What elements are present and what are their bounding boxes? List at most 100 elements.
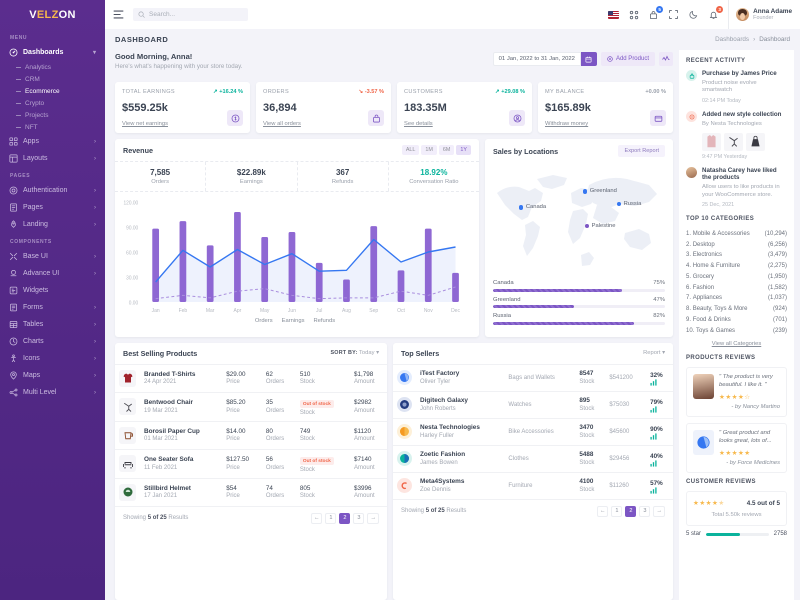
range-all[interactable]: ALL — [401, 145, 420, 155]
stat-link[interactable]: Withdraw money — [545, 121, 589, 127]
page-2[interactable]: 2 — [625, 505, 637, 517]
revenue-chart: 0.00 30.00 60.00 90.00 120.00 Jan Feb Mar Apr May… — [115, 192, 479, 333]
analytics-wave-button[interactable] — [659, 52, 673, 66]
sidebar-item-forms[interactable]: Forms › — [0, 299, 105, 316]
dark-mode-moon-icon[interactable] — [688, 9, 699, 20]
list-item[interactable]: 2. Desktop (6,256) — [686, 241, 787, 248]
report-dropdown[interactable]: Report ▾ — [643, 350, 665, 356]
seller-amount: $541200 — [609, 375, 633, 382]
activity-title: Added new style collection — [702, 111, 782, 119]
map-marker-russia[interactable]: Russia — [616, 201, 641, 207]
table-row[interactable]: Zoetic Fashion James Bowen Clothes 5488 St… — [393, 444, 673, 472]
notifications-bell-icon[interactable]: 3 — [708, 6, 724, 20]
sales-bar-canada: Canada 75% — [493, 280, 665, 292]
sidebar-item-maps[interactable]: Maps › — [0, 367, 105, 384]
chair-thumb-icon[interactable] — [724, 132, 743, 151]
sidebar-subitem-label: CRM — [25, 75, 40, 83]
table-row[interactable]: Nesta Technologies Harley Fuller Bike Acc… — [393, 417, 673, 445]
page-prev[interactable]: ← — [596, 505, 609, 517]
stat-link[interactable]: View all orders — [263, 121, 301, 127]
page-3[interactable]: 3 — [353, 512, 365, 524]
product-review-item: " Great product and looks great, lots of… — [686, 423, 787, 474]
sidebar-subitem-analytics[interactable]: Analytics — [0, 61, 105, 73]
page-3[interactable]: 3 — [639, 505, 651, 517]
page-1[interactable]: 1 — [611, 505, 623, 517]
sidebar-subitem-crypto[interactable]: Crypto — [0, 97, 105, 109]
bsp-sort[interactable]: SORT BY: Today ▾ — [331, 350, 379, 356]
sidebar-subitem-nft[interactable]: NFT — [0, 121, 105, 133]
ts-report[interactable]: Report ▾ — [643, 350, 665, 356]
table-row[interactable]: iTest Factory Oliver Tyler Bags and Walle… — [393, 363, 673, 391]
product-amount: $2982 — [353, 399, 372, 407]
map-marker-canada[interactable]: Canada — [518, 204, 546, 210]
sidebar-item-authentication[interactable]: Authentication › — [0, 182, 105, 199]
language-flag-icon[interactable] — [608, 9, 620, 20]
revenue-range-toggle: ALL 1M 6M 1Y — [401, 145, 471, 155]
list-item[interactable]: 3. Electronics (3,479) — [686, 252, 787, 259]
cart-icon[interactable]: 5 — [648, 6, 664, 20]
sidebar-item-dashboards[interactable]: Dashboards ▾ — [0, 44, 105, 61]
hamburger-menu-icon[interactable] — [113, 10, 125, 19]
breadcrumb-parent[interactable]: Dashboards — [715, 36, 750, 43]
list-item[interactable]: 1. Mobile & Accessories (10,294) — [686, 230, 787, 237]
table-row[interactable]: One Seater Sofa 11 Feb 2021 $127.50 Price … — [115, 448, 387, 478]
sidebar-item-layouts[interactable]: Layouts › — [0, 150, 105, 167]
list-item[interactable]: 6. Fashion (1,582) — [686, 284, 787, 291]
sidebar-item-apps[interactable]: Apps › — [0, 133, 105, 150]
stat-link[interactable]: See details — [404, 121, 433, 127]
fullscreen-icon[interactable] — [668, 9, 679, 20]
sidebar-item-advance-ui[interactable]: Advance UI › — [0, 265, 105, 282]
sidebar-subitem-crm[interactable]: CRM — [0, 73, 105, 85]
table-row[interactable]: Bentwood Chair 19 Mar 2021 $85.20 Price 35… — [115, 391, 387, 421]
list-item[interactable]: 10. Toys & Games (239) — [686, 327, 787, 334]
date-range-input[interactable]: 01 Jan, 2022 to 31 Jan, 2022 — [492, 52, 581, 66]
search-input[interactable]: Search... — [133, 8, 248, 21]
page-next[interactable]: → — [367, 512, 379, 524]
view-all-categories-link[interactable]: View all Categories — [711, 341, 762, 348]
sidebar-item-label: Icons — [23, 355, 40, 362]
stat-link[interactable]: View net earnings — [122, 121, 168, 127]
sidebar-subitem-ecommerce[interactable]: Ecommerce — [0, 85, 105, 97]
table-row[interactable]: Branded T-Shirts 24 Apr 2021 $29.00 Price … — [115, 363, 387, 392]
add-product-button[interactable]: Add Product — [600, 52, 655, 66]
calendar-button[interactable] — [580, 52, 597, 66]
range-1m[interactable]: 1M — [421, 145, 437, 155]
map-marker-greenland[interactable]: Greenland — [582, 188, 617, 194]
page-2[interactable]: 2 — [339, 512, 351, 524]
sidebar-item-label: Tables — [23, 321, 44, 328]
table-row[interactable]: Meta4Systems Zoe Dennis Furniture 4100 Sto… — [393, 471, 673, 499]
apps-grid-icon[interactable] — [628, 9, 639, 20]
sidebar-item-tables[interactable]: Tables › — [0, 316, 105, 333]
page-next[interactable]: → — [653, 505, 665, 517]
list-item[interactable]: 4. Home & Furniture (2,275) — [686, 263, 787, 270]
page-1[interactable]: 1 — [325, 512, 337, 524]
list-item[interactable]: 8. Beauty, Toys & More (924) — [686, 306, 787, 313]
range-1y[interactable]: 1Y — [456, 145, 471, 155]
sidebar-item-widgets[interactable]: Widgets — [0, 282, 105, 299]
user-profile-menu[interactable]: Anna Adame Founder — [728, 0, 792, 29]
table-row[interactable]: Stillbird Helmet 17 Jan 2021 $54 Price 74 O… — [115, 477, 387, 506]
list-item[interactable]: 9. Food & Drinks (701) — [686, 317, 787, 323]
svg-text:Mar: Mar — [206, 308, 215, 314]
bar-chart-icon — [650, 486, 657, 494]
table-row[interactable]: Borosil Paper Cup 01 Mar 2021 $14.00 Price… — [115, 420, 387, 449]
sidebar-item-charts[interactable]: Charts › — [0, 333, 105, 350]
sidebar-item-pages[interactable]: Pages › — [0, 199, 105, 216]
shirt-thumb-icon[interactable] — [702, 132, 721, 151]
sidebar-item-base-ui[interactable]: Base UI › — [0, 248, 105, 265]
sidebar-item-multi-level[interactable]: Multi Level › — [0, 384, 105, 401]
export-report-button[interactable]: Export Report — [618, 145, 665, 157]
list-item[interactable]: 5. Grocery (1,950) — [686, 273, 787, 280]
sidebar-item-icons[interactable]: Icons › — [0, 350, 105, 367]
range-6m[interactable]: 6M — [438, 145, 455, 155]
map-marker-palestine[interactable]: Palestine — [584, 223, 615, 229]
sort-by-control[interactable]: SORT BY: Today ▾ — [330, 350, 379, 356]
list-item[interactable]: 7. Appliances (1,037) — [686, 295, 787, 302]
brand-logo[interactable]: VELZON — [0, 0, 105, 29]
bag-thumb-icon[interactable] — [746, 132, 765, 151]
table-row[interactable]: Digitech Galaxy John Roberts Watches 895 S… — [393, 390, 673, 418]
seller-percent: 40% — [650, 452, 663, 460]
sidebar-item-landing[interactable]: Landing › — [0, 216, 105, 233]
sidebar-subitem-projects[interactable]: Projects — [0, 109, 105, 121]
page-prev[interactable]: ← — [310, 512, 323, 524]
